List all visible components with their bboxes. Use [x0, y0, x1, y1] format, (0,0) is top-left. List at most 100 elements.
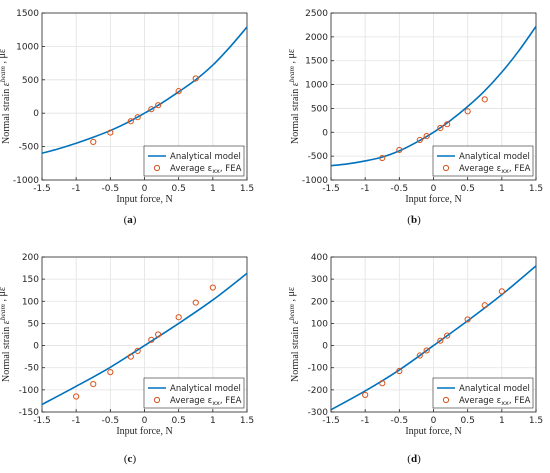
data-point-fea	[498, 288, 505, 295]
x-tick-label: 1	[499, 416, 505, 426]
x-tick-label: 1.5	[529, 416, 543, 426]
data-point-fea	[148, 106, 155, 113]
legend-box	[143, 377, 245, 409]
legend-marker-icon	[153, 396, 161, 404]
y-axis-label: Normal strain εbeam , με	[0, 287, 12, 382]
y-tick-label: 0	[322, 128, 328, 138]
y-tick-label: 50	[28, 319, 40, 329]
x-tick-label: 0.5	[461, 416, 475, 426]
data-point-fea	[396, 146, 403, 154]
chart-panel-a: -1.5 -1 -0.5 0 0.5 1 1.5 -1000 -500 0 500 1000 1500 I…	[0, 9, 254, 226]
data-point-fea	[444, 332, 451, 339]
x-tick-label: -1	[361, 184, 370, 194]
data-point-fea	[90, 138, 97, 146]
data-point-fea	[379, 154, 386, 162]
x-tick-label: 1.5	[240, 184, 254, 194]
y-tick-label: 2500	[305, 9, 328, 19]
legend-label: Average εxx, FEA	[459, 396, 531, 407]
y-tick-label: 150	[22, 275, 39, 285]
y-tick-label: 2000	[305, 33, 328, 43]
x-tick-label: 0	[142, 184, 148, 194]
y-axis-label: Normal strain εbeam , με	[286, 287, 301, 382]
legend-box	[432, 377, 534, 409]
x-tick-label: -0.5	[102, 184, 120, 194]
y-tick-label: 300	[311, 275, 328, 285]
data-point-fea	[134, 114, 141, 121]
data-point-fea	[155, 331, 162, 338]
x-tick-label: -1	[72, 184, 81, 194]
data-point-fea	[192, 75, 199, 82]
panel-caption: (d)	[407, 453, 421, 465]
x-axis-label: Input force, N	[116, 194, 172, 205]
y-axis-label: Normal strain εbeam , με	[0, 49, 12, 144]
data-point-fea	[134, 347, 141, 354]
x-tick-label: 1	[499, 184, 505, 194]
y-tick-label: 500	[22, 76, 39, 86]
y-tick-label: 400	[311, 253, 328, 263]
legend-label: Analytical model	[170, 384, 241, 394]
chart-panel-b: -1.5 -1 -0.5 0 0.5 1 1.5 -1000 -500 0 500 1000 1500 2…	[286, 9, 543, 226]
x-tick-label: -1.5	[322, 416, 340, 426]
series-line-analytical-model	[330, 265, 537, 411]
x-tick-label: 0	[431, 184, 437, 194]
data-point-fea	[175, 88, 182, 95]
series-line-analytical-model	[41, 272, 248, 406]
y-tick-label: 1500	[305, 57, 328, 67]
data-point-fea	[107, 369, 114, 376]
y-tick-label: 0	[322, 342, 328, 352]
data-point-fea	[379, 380, 386, 387]
data-point-fea	[416, 352, 423, 359]
y-tick-label: -500	[19, 143, 40, 153]
data-point-fea	[73, 393, 80, 400]
x-tick-label: 1.5	[529, 184, 543, 194]
x-tick-label: -1	[72, 416, 81, 426]
y-tick-label: -50	[24, 364, 39, 374]
legend-marker-icon	[442, 164, 450, 172]
x-tick-label: -1.5	[33, 184, 51, 194]
x-tick-label: 0.5	[172, 416, 186, 426]
y-tick-label: 100	[22, 297, 39, 307]
series-line-analytical-model	[330, 25, 537, 167]
data-point-fea	[155, 102, 162, 109]
legend-label: Average εxx, FEA	[170, 396, 242, 407]
y-tick-label: 1000	[16, 42, 39, 52]
y-tick-label: 100	[311, 319, 328, 329]
x-tick-label: 1	[210, 416, 216, 426]
legend-label: Average εxx, FEA	[459, 164, 531, 175]
x-tick-label: 1.5	[240, 416, 254, 426]
y-tick-label: 0	[33, 342, 39, 352]
data-point-fea	[148, 336, 155, 343]
data-point-fea	[90, 381, 97, 388]
data-point-fea	[209, 284, 216, 291]
legend-marker-icon	[153, 164, 161, 172]
data-point-fea	[127, 118, 134, 125]
y-tick-label: 200	[22, 253, 39, 263]
data-point-fea	[464, 316, 471, 323]
x-tick-label: -1	[361, 416, 370, 426]
x-axis-label: Input force, N	[405, 194, 461, 205]
data-point-fea	[437, 337, 444, 344]
legend-box	[432, 145, 534, 177]
x-tick-label: -0.5	[102, 416, 120, 426]
data-point-fea	[416, 136, 423, 144]
y-tick-label: -100	[19, 386, 40, 396]
y-tick-label: -1000	[302, 176, 328, 186]
data-point-fea	[444, 121, 451, 128]
x-tick-label: -1.5	[33, 416, 51, 426]
x-tick-label: -1.5	[322, 184, 340, 194]
y-tick-label: -150	[19, 408, 40, 418]
y-tick-label: 1000	[305, 81, 328, 91]
data-point-fea	[481, 302, 488, 309]
legend: Analytical model Average εxx, FEA	[432, 377, 534, 409]
y-tick-label: 500	[311, 104, 328, 114]
legend: Analytical model Average εxx, FEA	[143, 377, 245, 409]
x-tick-label: -0.5	[391, 416, 409, 426]
x-tick-label: -0.5	[391, 184, 409, 194]
y-tick-label: -1000	[13, 176, 39, 186]
legend-marker-icon	[442, 396, 450, 404]
y-tick-label: -200	[308, 386, 329, 396]
data-point-fea	[175, 314, 182, 321]
x-tick-label: 0	[431, 416, 437, 426]
y-tick-label: 0	[33, 109, 39, 119]
